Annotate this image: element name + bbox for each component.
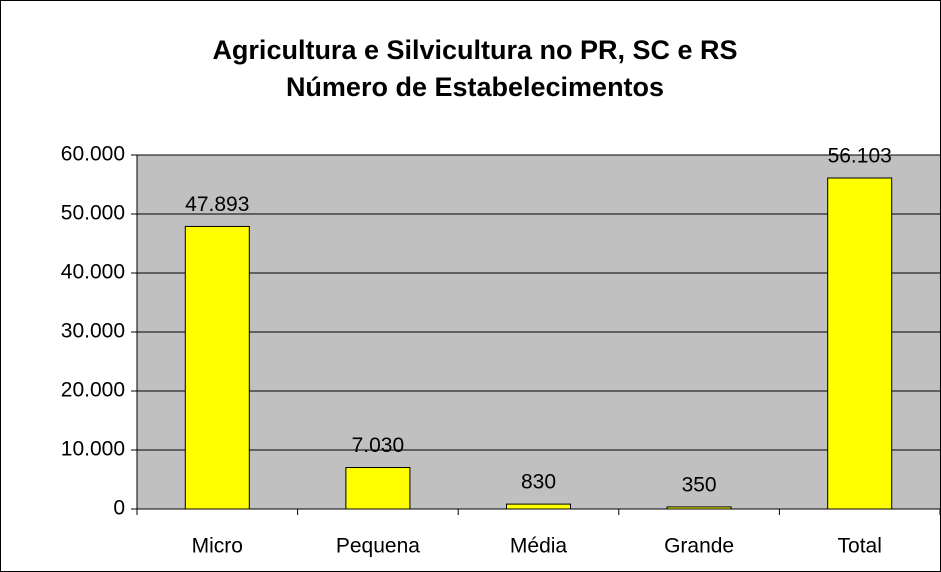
bar: [827, 177, 893, 510]
bar: [345, 467, 411, 510]
chart-title: Agricultura e Silvicultura no PR, SC e R…: [212, 35, 737, 65]
data-label: 47.893: [185, 193, 249, 216]
bar: [184, 225, 250, 510]
data-label: 56.103: [828, 145, 892, 168]
data-label: 830: [521, 471, 556, 494]
x-tick-label: Média: [510, 535, 568, 558]
bar: [506, 503, 571, 510]
x-tick-label: Micro: [192, 535, 243, 558]
x-tick-label: Grande: [664, 535, 734, 558]
y-tick-label: 30.000: [61, 320, 125, 343]
data-label: 7.030: [352, 434, 405, 457]
bar: [666, 506, 732, 510]
chart-subtitle: Número de Estabelecimentos: [286, 72, 664, 102]
y-tick-label: 20.000: [61, 379, 125, 402]
y-tick-label: 60.000: [61, 143, 125, 166]
y-tick-label: 10.000: [61, 438, 125, 461]
x-tick-label: Pequena: [336, 535, 420, 558]
x-tick-label: Total: [838, 535, 882, 558]
y-tick-label: 40.000: [61, 261, 125, 284]
data-label: 350: [682, 473, 717, 496]
y-tick-label: 0: [113, 497, 125, 520]
y-tick-label: 50.000: [61, 202, 125, 225]
